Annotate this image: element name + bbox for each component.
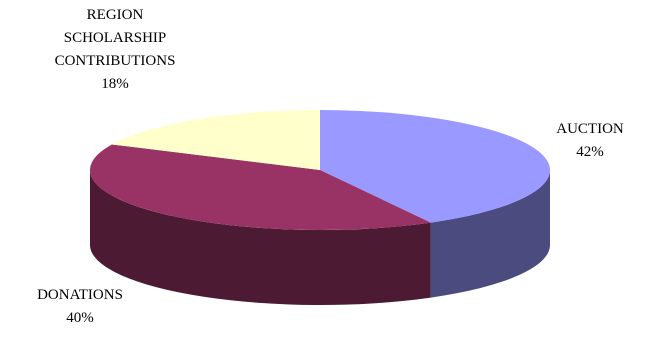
slice-label-region-line1: REGION	[86, 7, 144, 23]
slice-label-donations-name: DONATIONS	[37, 287, 123, 303]
slice-label-region-line3: CONTRIBUTIONS	[54, 53, 176, 69]
slice-label-region-scholarship: REGION SCHOLARSHIP CONTRIBUTIONS 18%	[20, 4, 210, 96]
slice-label-auction: AUCTION 42%	[540, 118, 640, 164]
slice-percent-auction: 42%	[576, 144, 604, 160]
slice-label-auction-name: AUCTION	[556, 121, 624, 137]
pie-side-auction	[430, 170, 550, 298]
pie-side-donations	[90, 170, 431, 305]
slice-percent-donations: 40%	[66, 310, 94, 326]
pie-slice-donations	[89, 144, 431, 230]
pie-slice-region-scholarship-contributions	[111, 110, 321, 170]
slice-label-donations: DONATIONS 40%	[20, 284, 140, 330]
slice-label-region-line2: SCHOLARSHIP	[63, 30, 167, 46]
pie-slice-auction	[320, 110, 551, 223]
slice-percent-region: 18%	[101, 76, 129, 92]
